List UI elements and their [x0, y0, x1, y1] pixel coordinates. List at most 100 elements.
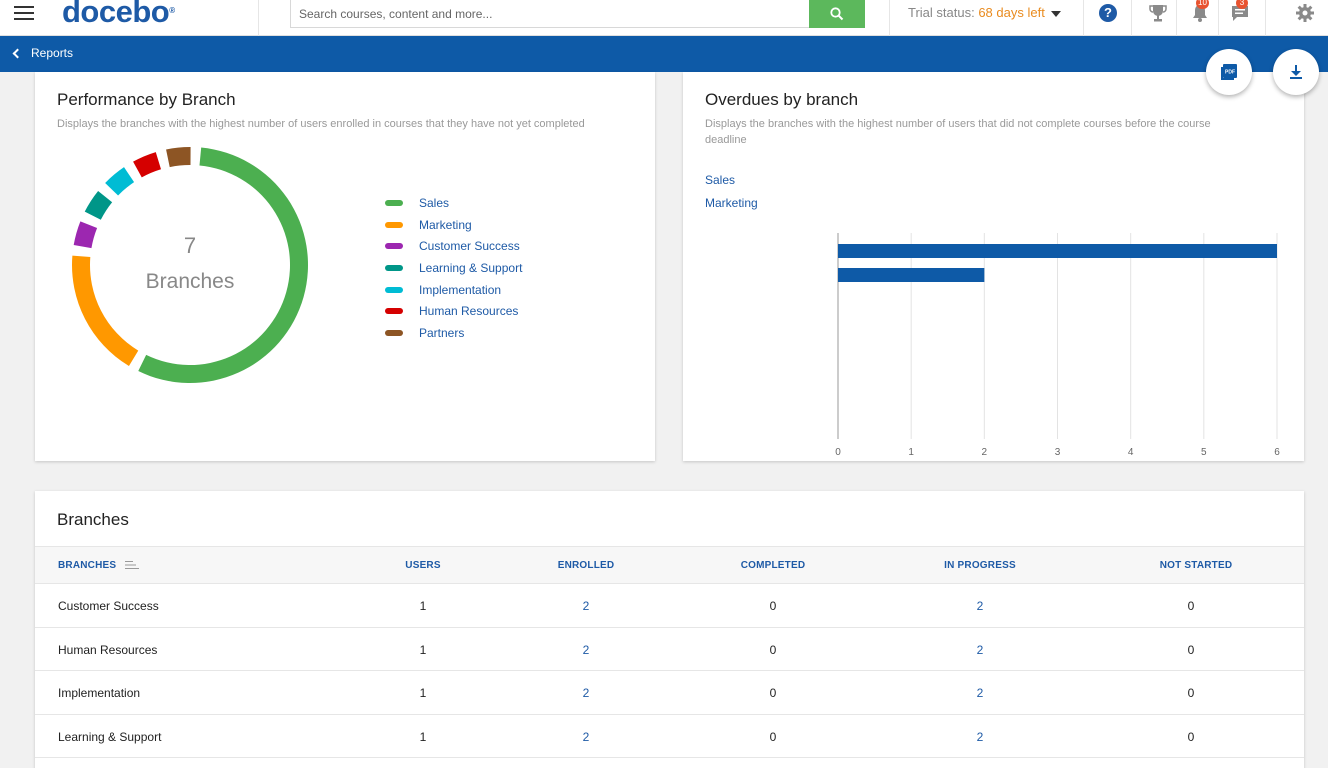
- column-header-not-started[interactable]: NOT STARTED: [1159, 560, 1233, 571]
- donut-slice-sales[interactable]: [138, 147, 309, 384]
- legend-swatch: [385, 286, 403, 293]
- reports-subheader: Reports: [0, 36, 1328, 72]
- in-progress-cell[interactable]: 2: [976, 729, 984, 744]
- trial-status-dropdown[interactable]: Trial status: 68 days left: [908, 5, 1061, 20]
- bar-legend-marketing[interactable]: Marketing: [705, 196, 758, 210]
- overdues-by-branch-card: [683, 72, 1304, 461]
- legend-swatch: [385, 308, 403, 315]
- overdues-bar-chart: 0 1 2 3 4 5 6: [835, 233, 1280, 458]
- help-icon[interactable]: ?: [1099, 4, 1117, 22]
- donut-slice-marketing[interactable]: [72, 255, 139, 366]
- back-to-reports-link[interactable]: Reports: [12, 46, 73, 60]
- column-header-completed[interactable]: COMPLETED: [740, 560, 806, 571]
- column-header-users[interactable]: USERS: [405, 560, 441, 571]
- menu-icon[interactable]: [14, 6, 34, 22]
- legend-label: Partners: [419, 325, 465, 340]
- performance-title: Performance by Branch: [57, 90, 236, 109]
- branch-name-cell: Human Resources: [58, 642, 158, 657]
- divider: [1083, 0, 1084, 36]
- legend-item-partners[interactable]: Partners: [385, 322, 522, 344]
- not-started-cell: 0: [1187, 599, 1195, 613]
- gear-icon[interactable]: [1295, 3, 1315, 28]
- caret-down-icon: [1050, 10, 1061, 17]
- download-icon: [1290, 65, 1302, 79]
- table-row: Learning & Support 1 2 0 2 0: [35, 715, 1304, 758]
- x-tick-label: 0: [835, 447, 841, 458]
- performance-by-branch-card: [35, 72, 655, 461]
- in-progress-cell[interactable]: 2: [976, 599, 984, 613]
- trial-days-left: 68 days left: [978, 5, 1045, 20]
- branch-name-cell: Learning & Support: [58, 729, 162, 744]
- legend-item-human-resources[interactable]: Human Resources: [385, 300, 522, 322]
- bell-icon[interactable]: 10: [1190, 0, 1210, 28]
- donut-slice-human-resources[interactable]: [133, 152, 162, 178]
- x-tick-label: 4: [1128, 447, 1134, 458]
- not-started-cell: 0: [1187, 729, 1195, 744]
- logo[interactable]: docebo®: [62, 0, 175, 29]
- search-input[interactable]: [290, 0, 810, 28]
- overdues-description: Displays the branches with the highest n…: [705, 118, 1211, 146]
- completed-cell: 0: [769, 642, 777, 657]
- legend-item-learning-support[interactable]: Learning & Support: [385, 257, 522, 279]
- x-tick-label: 6: [1274, 447, 1280, 458]
- donut-slice-implementation[interactable]: [105, 167, 135, 196]
- legend-item-implementation[interactable]: Implementation: [385, 279, 522, 301]
- legend-swatch: [385, 264, 403, 271]
- users-cell: 1: [419, 599, 427, 613]
- performance-description: Displays the branches with the highest n…: [57, 118, 585, 130]
- donut-slice-customer-success[interactable]: [73, 221, 98, 249]
- completed-cell: 0: [769, 686, 777, 700]
- bar-legend-sales[interactable]: Sales: [705, 173, 736, 187]
- top-bar: docebo® Trial status: 68 days left ? 10 …: [0, 0, 1328, 36]
- in-progress-cell[interactable]: 2: [976, 642, 984, 657]
- users-cell: 1: [419, 686, 427, 700]
- table-row: Implementation 1 2 0 2 0: [35, 671, 1304, 715]
- donut-slice-learning-support[interactable]: [84, 190, 113, 220]
- sort-icon: [125, 561, 140, 570]
- completed-cell: 0: [769, 729, 777, 744]
- branches-table-title: Branches: [57, 510, 129, 529]
- column-header-enrolled[interactable]: ENROLLED: [557, 560, 615, 571]
- column-header-branches[interactable]: BRANCHES: [58, 560, 140, 571]
- legend-label: Learning & Support: [419, 260, 523, 275]
- chevron-left-icon: [12, 48, 23, 58]
- branches-table-card: Branches BRANCHES USERS ENROLLED COMPLET…: [35, 491, 1304, 768]
- branch-name-cell: Customer Success: [58, 599, 159, 613]
- legend-item-customer-success[interactable]: Customer Success: [385, 235, 522, 257]
- bar-sales[interactable]: [838, 244, 1277, 258]
- enrolled-cell[interactable]: 2: [582, 599, 590, 613]
- divider: [1218, 0, 1219, 36]
- divider: [1131, 0, 1132, 36]
- legend-item-sales[interactable]: Sales: [385, 192, 522, 214]
- x-tick-label: 1: [908, 447, 914, 458]
- legend-label: Implementation: [419, 282, 502, 297]
- search-button[interactable]: [809, 0, 865, 28]
- legend-swatch: [385, 221, 403, 228]
- branch-count: 7: [183, 233, 197, 258]
- search-icon: [830, 7, 844, 21]
- divider: [1265, 0, 1266, 36]
- in-progress-cell[interactable]: 2: [976, 686, 984, 700]
- svg-text:PDF: PDF: [1225, 70, 1235, 76]
- enrolled-cell[interactable]: 2: [582, 686, 590, 700]
- download-button[interactable]: [1273, 49, 1319, 95]
- legend-swatch: [385, 243, 403, 250]
- chat-icon[interactable]: 3: [1230, 0, 1250, 28]
- x-tick-label: 2: [982, 447, 988, 458]
- donut-legend: Sales Marketing Customer Success Learnin…: [385, 192, 522, 344]
- divider: [1176, 0, 1177, 36]
- enrolled-cell[interactable]: 2: [582, 729, 590, 744]
- donut-slice-partners[interactable]: [166, 147, 191, 168]
- table-row: Human Resources 1 2 0 2 0: [35, 628, 1304, 671]
- trial-status-label: Trial status:: [908, 5, 975, 20]
- legend-label: Sales: [419, 195, 450, 210]
- legend-label: Marketing: [419, 217, 472, 232]
- bar-marketing[interactable]: [838, 268, 985, 282]
- trophy-icon[interactable]: [1148, 3, 1168, 28]
- branch-name-cell: Implementation: [58, 686, 141, 700]
- column-header-in-progress[interactable]: IN PROGRESS: [944, 560, 1016, 571]
- export-pdf-button[interactable]: PDF: [1206, 49, 1252, 95]
- legend-item-marketing[interactable]: Marketing: [385, 214, 522, 236]
- enrolled-cell[interactable]: 2: [582, 642, 590, 657]
- table-header: BRANCHES USERS ENROLLED COMPLETED IN PRO…: [35, 546, 1304, 584]
